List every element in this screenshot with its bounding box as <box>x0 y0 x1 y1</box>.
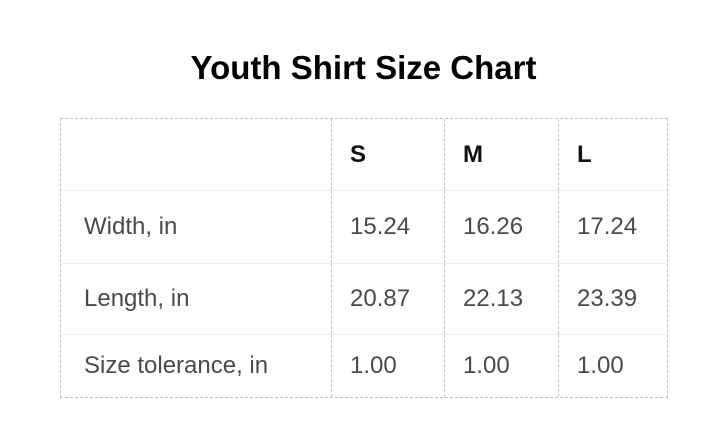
cell-width-s: 15.24 <box>331 191 444 263</box>
row-label-length: Length, in <box>84 285 190 312</box>
cell-width-m: 16.26 <box>444 191 558 263</box>
row-label-size-tolerance: Size tolerance, in <box>84 352 269 379</box>
column-header-l: L <box>558 119 667 190</box>
column-header-m: M <box>444 119 558 190</box>
page-title: Youth Shirt Size Chart <box>190 49 537 86</box>
table-row-size-tolerance: Size tolerance, in 1.00 1.00 1.00 <box>61 334 667 397</box>
table-header-row: S M L <box>61 119 667 190</box>
cell-tolerance-m: 1.00 <box>444 335 558 397</box>
cell-tolerance-l: 1.00 <box>558 335 667 397</box>
table-row-width: Width, in 15.24 16.26 17.24 <box>61 190 667 263</box>
cell-width-l: 17.24 <box>558 191 667 263</box>
cell-length-l: 23.39 <box>558 264 667 334</box>
table-row-length: Length, in 20.87 22.13 23.39 <box>61 263 667 334</box>
cell-length-m: 22.13 <box>444 264 558 334</box>
column-header-s: S <box>331 119 444 190</box>
cell-tolerance-s: 1.00 <box>331 335 444 397</box>
size-chart-table: S M L Width, in 15.24 16.26 17.24 Length… <box>60 118 668 398</box>
cell-length-s: 20.87 <box>331 264 444 334</box>
row-label-width: Width, in <box>84 213 178 240</box>
corner-cell <box>61 119 331 190</box>
